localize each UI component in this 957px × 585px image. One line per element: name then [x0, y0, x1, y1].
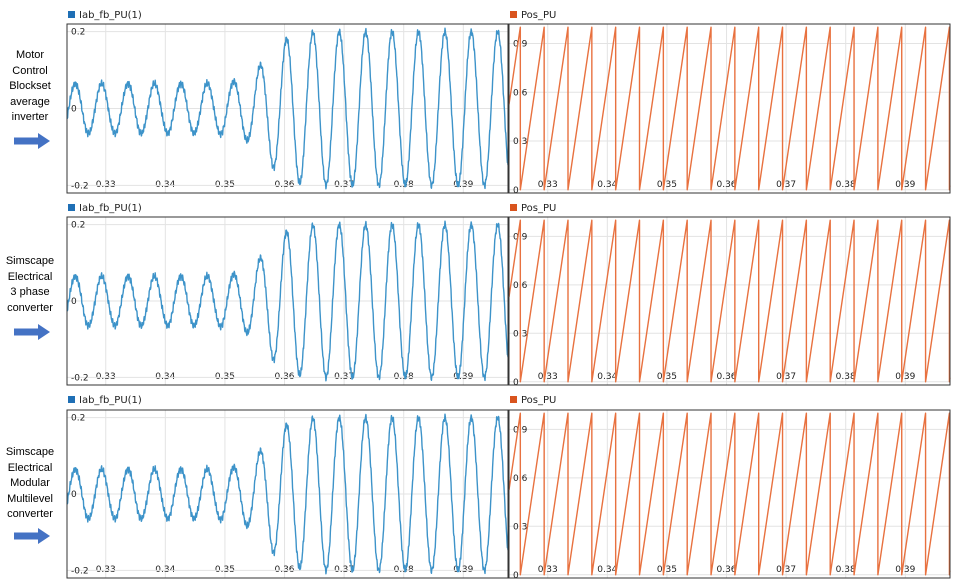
- position-series-line: [508, 26, 951, 191]
- y-tick-label: -0.2: [71, 566, 89, 576]
- row-label-line: Electrical: [7, 270, 53, 283]
- x-tick-label: 0.36: [716, 565, 736, 575]
- position-series-line: [508, 219, 951, 383]
- legend-label: Iab_fb_PU(1): [79, 395, 142, 406]
- legend-label: Pos_PU: [521, 203, 557, 214]
- x-tick-label: 0.36: [716, 180, 736, 190]
- row-label-line: Modular: [10, 477, 50, 489]
- row-label-line: converter: [7, 301, 53, 314]
- row-label-line: average: [10, 95, 50, 108]
- position-series-line: [508, 412, 951, 576]
- legend-position: Pos_PU: [510, 9, 556, 23]
- row-label-line: inverter: [11, 111, 49, 123]
- current-series-line: [66, 220, 509, 382]
- x-tick-label: 0.39: [895, 372, 915, 382]
- legend-position: Pos_PU: [510, 394, 556, 408]
- arrow-right-icon: [14, 324, 50, 340]
- plot-frame: [66, 409, 509, 579]
- row-label-motor-control: Motor Control Blockset average inverter: [0, 48, 60, 126]
- x-tick-label: 0.39: [895, 180, 915, 190]
- row-label-line: Motor: [15, 49, 45, 61]
- row-label-line: Electrical: [7, 461, 53, 474]
- y-tick-label: 0: [71, 297, 77, 307]
- row-label-multilevel: Simscape Electrical Modular Multilevel c…: [0, 445, 60, 523]
- x-tick-label: 0.35: [657, 372, 677, 382]
- x-tick-label: 0.33: [538, 180, 558, 190]
- x-tick-label: 0.38: [836, 565, 856, 575]
- legend-swatch: [510, 396, 517, 403]
- y-tick-label: 0.2: [71, 221, 85, 231]
- legend-current: Iab_fb_PU(1): [68, 202, 142, 216]
- legend-label: Pos_PU: [521, 395, 557, 406]
- x-tick-label: 0.33: [538, 565, 558, 575]
- x-tick-label: 0.37: [776, 372, 796, 382]
- row-label-line: Simscape: [5, 255, 55, 267]
- legend-swatch: [510, 204, 517, 211]
- arrow-right-icon: [14, 528, 50, 544]
- x-tick-label: 0.35: [657, 180, 677, 190]
- x-tick-label: 0.34: [597, 565, 617, 575]
- x-tick-label: 0.36: [716, 372, 736, 382]
- legend-swatch: [68, 11, 75, 18]
- y-tick-label: -0.2: [71, 181, 89, 191]
- plot-area: [509, 410, 950, 578]
- x-tick-label: 0.38: [836, 372, 856, 382]
- legend-current: Iab_fb_PU(1): [68, 394, 142, 408]
- y-tick-label: 0: [513, 378, 519, 388]
- plot-frame: [66, 216, 509, 386]
- x-tick-label: 0.37: [776, 180, 796, 190]
- y-tick-label: 0: [513, 186, 519, 196]
- x-tick-label: 0.34: [597, 180, 617, 190]
- current-series-line: [66, 27, 509, 190]
- legend-position: Pos_PU: [510, 202, 556, 216]
- legend-label: Iab_fb_PU(1): [79, 10, 142, 21]
- row-label-line: Blockset: [9, 80, 51, 92]
- y-tick-label: 0.2: [71, 28, 85, 38]
- current-series-line: [66, 413, 509, 575]
- y-tick-label: 0: [71, 105, 77, 115]
- y-tick-label: -0.2: [71, 373, 89, 383]
- y-tick-label: 0.2: [71, 414, 85, 424]
- plot-frame: [508, 216, 951, 386]
- legend-label: Pos_PU: [521, 10, 557, 21]
- legend-swatch: [510, 11, 517, 18]
- row-label-line: Control: [12, 64, 48, 77]
- row-label-line: converter: [7, 508, 53, 520]
- x-tick-label: 0.35: [657, 565, 677, 575]
- x-tick-label: 0.38: [836, 180, 856, 190]
- legend-swatch: [68, 396, 75, 403]
- x-tick-label: 0.34: [597, 372, 617, 382]
- plot-area: [509, 24, 950, 193]
- legend-swatch: [68, 204, 75, 211]
- plot-frame: [508, 409, 951, 579]
- legend-current: Iab_fb_PU(1): [68, 9, 142, 23]
- y-tick-label: 0: [71, 490, 77, 500]
- plot-frame: [508, 23, 951, 194]
- x-tick-label: 0.37: [776, 565, 796, 575]
- plot-area: [509, 217, 950, 385]
- row-label-line: Simscape: [5, 446, 55, 458]
- y-tick-label: 0: [513, 571, 519, 581]
- row-label-line: 3 phase: [10, 286, 50, 298]
- row-label-line: Multilevel: [7, 492, 53, 505]
- x-tick-label: 0.39: [895, 565, 915, 575]
- plot-frame: [66, 23, 509, 194]
- legend-label: Iab_fb_PU(1): [79, 203, 142, 214]
- x-tick-label: 0.33: [538, 372, 558, 382]
- row-label-3phase: Simscape Electrical 3 phase converter: [0, 254, 60, 316]
- arrow-right-icon: [14, 133, 50, 149]
